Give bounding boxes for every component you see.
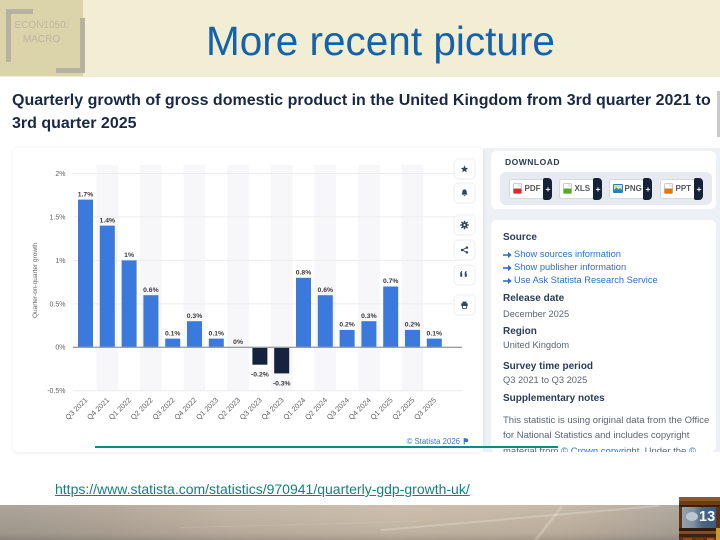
- svg-text:Q4 2023: Q4 2023: [259, 396, 285, 422]
- svg-text:Q4 2022: Q4 2022: [172, 396, 198, 422]
- svg-text:Q2 2024: Q2 2024: [303, 396, 329, 422]
- svg-text:0.6%: 0.6%: [143, 287, 159, 294]
- svg-text:Q1 2024: Q1 2024: [281, 396, 307, 422]
- svg-text:Q3 2021: Q3 2021: [63, 396, 89, 422]
- svg-text:1.5%: 1.5%: [50, 214, 66, 221]
- svg-text:-0.5%: -0.5%: [47, 388, 65, 395]
- svg-text:Q2 2025: Q2 2025: [390, 396, 416, 422]
- svg-text:1%: 1%: [55, 258, 65, 265]
- svg-text:1.4%: 1.4%: [100, 217, 116, 224]
- svg-text:Q1 2023: Q1 2023: [194, 396, 220, 422]
- svg-text:0.2%: 0.2%: [339, 322, 355, 329]
- svg-text:Q1 2022: Q1 2022: [107, 396, 133, 422]
- svg-text:0%: 0%: [55, 345, 65, 352]
- svg-text:0.8%: 0.8%: [296, 270, 312, 277]
- svg-text:Q3 2022: Q3 2022: [150, 396, 176, 422]
- svg-text:0.6%: 0.6%: [318, 287, 334, 294]
- svg-text:Q3 2025: Q3 2025: [412, 396, 438, 422]
- svg-text:0.1%: 0.1%: [165, 330, 181, 337]
- svg-text:0.1%: 0.1%: [427, 330, 443, 337]
- svg-text:0.3%: 0.3%: [187, 313, 203, 320]
- svg-text:Q4 2024: Q4 2024: [347, 396, 373, 422]
- svg-text:1%: 1%: [124, 252, 134, 259]
- svg-text:© Statista 2026: © Statista 2026: [407, 437, 460, 446]
- svg-text:-0.2%: -0.2%: [251, 372, 269, 379]
- svg-text:1.7%: 1.7%: [78, 191, 94, 198]
- svg-text:Q2 2023: Q2 2023: [216, 396, 242, 422]
- svg-text:0.1%: 0.1%: [209, 330, 225, 337]
- svg-text:Q1 2025: Q1 2025: [368, 396, 394, 422]
- svg-text:2%: 2%: [55, 171, 65, 178]
- svg-text:Quarter-on-quarter growth: Quarter-on-quarter growth: [32, 242, 39, 318]
- svg-text:Q3 2024: Q3 2024: [325, 396, 351, 422]
- svg-text:0.5%: 0.5%: [50, 301, 66, 308]
- svg-text:Q2 2022: Q2 2022: [129, 396, 155, 422]
- svg-text:Q3 2023: Q3 2023: [238, 396, 264, 422]
- svg-text:0%: 0%: [233, 339, 243, 346]
- svg-text:0.7%: 0.7%: [383, 278, 399, 285]
- svg-text:-0.3%: -0.3%: [273, 380, 291, 387]
- svg-text:0.3%: 0.3%: [361, 313, 377, 320]
- svg-text:0.2%: 0.2%: [405, 322, 421, 329]
- svg-text:Q4 2021: Q4 2021: [85, 396, 111, 422]
